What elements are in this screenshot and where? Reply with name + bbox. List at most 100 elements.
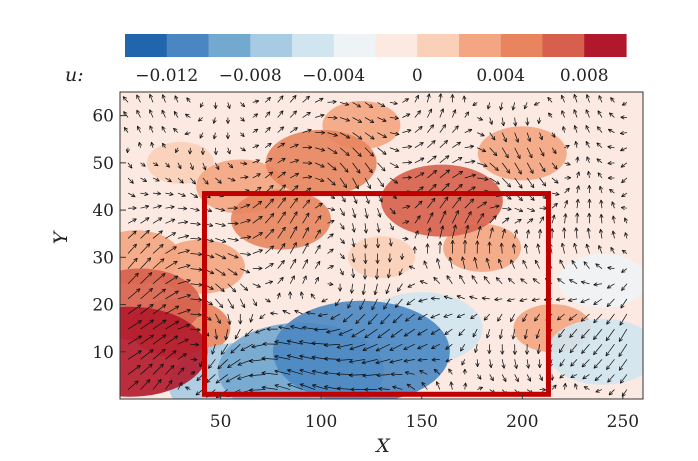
velocity-arrow (390, 328, 403, 338)
velocity-arrow (423, 260, 428, 269)
velocity-arrow (252, 128, 259, 133)
velocity-arrow (150, 141, 155, 148)
velocity-arrow (563, 213, 568, 224)
velocity-arrow (417, 328, 428, 336)
velocity-arrow (526, 359, 531, 369)
velocity-arrow (327, 248, 334, 254)
velocity-arrow (531, 297, 540, 302)
velocity-arrow (123, 111, 129, 118)
velocity-arrow (136, 125, 141, 133)
velocity-arrow (249, 388, 266, 393)
velocity-arrow (385, 283, 391, 295)
velocity-arrow (240, 132, 245, 137)
velocity-arrow (620, 162, 628, 168)
velocity-arrow (289, 127, 298, 133)
velocity-arrow (377, 132, 387, 139)
velocity-arrow (165, 191, 174, 196)
velocity-arrow (349, 283, 354, 294)
x-axis-label: X (374, 435, 391, 457)
velocity-arrow (274, 369, 291, 375)
velocity-arrow (266, 327, 278, 332)
velocity-arrow (202, 162, 207, 171)
velocity-arrow (274, 384, 291, 390)
velocity-arrow (299, 383, 316, 390)
velocity-arrow (177, 249, 190, 254)
velocity-arrow (252, 159, 260, 164)
velocity-arrow (377, 177, 385, 188)
velocity-arrow (564, 200, 569, 209)
velocity-arrow (414, 200, 423, 209)
velocity-arrow (165, 335, 179, 345)
velocity-arrow (152, 177, 160, 182)
colorbar-swatch (417, 34, 460, 57)
velocity-arrow (551, 202, 558, 209)
velocity-arrow (595, 388, 603, 393)
velocity-arrow (336, 372, 353, 377)
velocity-arrow (165, 364, 175, 375)
velocity-arrow (274, 354, 291, 360)
colorbar-tick-label: 0.008 (560, 66, 609, 86)
velocity-arrow (514, 177, 523, 189)
velocity-arrow (406, 383, 416, 390)
velocity-arrow (140, 217, 150, 224)
velocity-arrow (140, 319, 154, 330)
velocity-arrow (477, 386, 483, 391)
velocity-arrow (489, 147, 498, 157)
velocity-arrow (152, 258, 165, 269)
velocity-arrow (339, 177, 348, 189)
velocity-arrow (464, 224, 470, 239)
velocity-arrow (607, 145, 615, 150)
velocity-arrow (494, 297, 503, 302)
velocity-arrow (277, 276, 284, 285)
velocity-arrow (364, 132, 375, 140)
velocity-arrow (513, 359, 518, 369)
velocity-arrow (314, 177, 325, 183)
velocity-arrow (539, 177, 547, 187)
velocity-arrow (485, 328, 491, 339)
velocity-arrow (140, 177, 147, 182)
velocity-arrow (240, 268, 251, 274)
velocity-arrow (559, 259, 565, 269)
velocity-arrow (439, 225, 445, 239)
velocity-arrow (472, 101, 478, 106)
velocity-arrow (302, 95, 310, 103)
velocity-arrow (188, 147, 193, 155)
velocity-arrow (501, 217, 510, 224)
velocity-arrow (140, 204, 150, 209)
x-tick-label: 100 (305, 412, 337, 432)
velocity-arrow (314, 229, 321, 239)
velocity-arrow (489, 215, 497, 224)
velocity-arrow (621, 268, 628, 273)
velocity-arrow (230, 343, 241, 354)
velocity-arrow (498, 329, 503, 340)
velocity-arrow (227, 268, 238, 276)
velocity-arrow (570, 359, 578, 367)
velocity-arrow (289, 242, 297, 254)
y-axis-ticks: 10 20 30 40 50 60 (92, 107, 126, 363)
velocity-arrow (289, 258, 297, 269)
velocity-arrow (583, 261, 590, 269)
velocity-arrow (587, 185, 592, 194)
velocity-arrow (289, 211, 298, 224)
velocity-arrow (136, 94, 141, 103)
velocity-arrow (587, 198, 592, 209)
velocity-arrow (314, 244, 321, 254)
velocity-arrow (225, 374, 241, 383)
velocity-arrow (376, 223, 381, 233)
velocity-arrow (489, 117, 493, 125)
velocity-arrow (351, 253, 356, 263)
velocity-arrow (439, 139, 449, 149)
velocity-arrow (302, 111, 311, 118)
velocity-arrow (431, 357, 440, 362)
velocity-arrow (597, 110, 603, 118)
velocity-arrow (511, 243, 516, 254)
velocity-arrow (402, 113, 411, 118)
velocity-arrow (177, 308, 191, 315)
velocity-arrow (264, 245, 275, 254)
velocity-arrow (327, 219, 335, 224)
velocity-arrow (594, 374, 603, 382)
velocity-arrow (414, 215, 421, 224)
velocity-arrow (289, 275, 295, 284)
velocity-arrow (599, 213, 604, 224)
velocity-arrow (476, 212, 485, 224)
